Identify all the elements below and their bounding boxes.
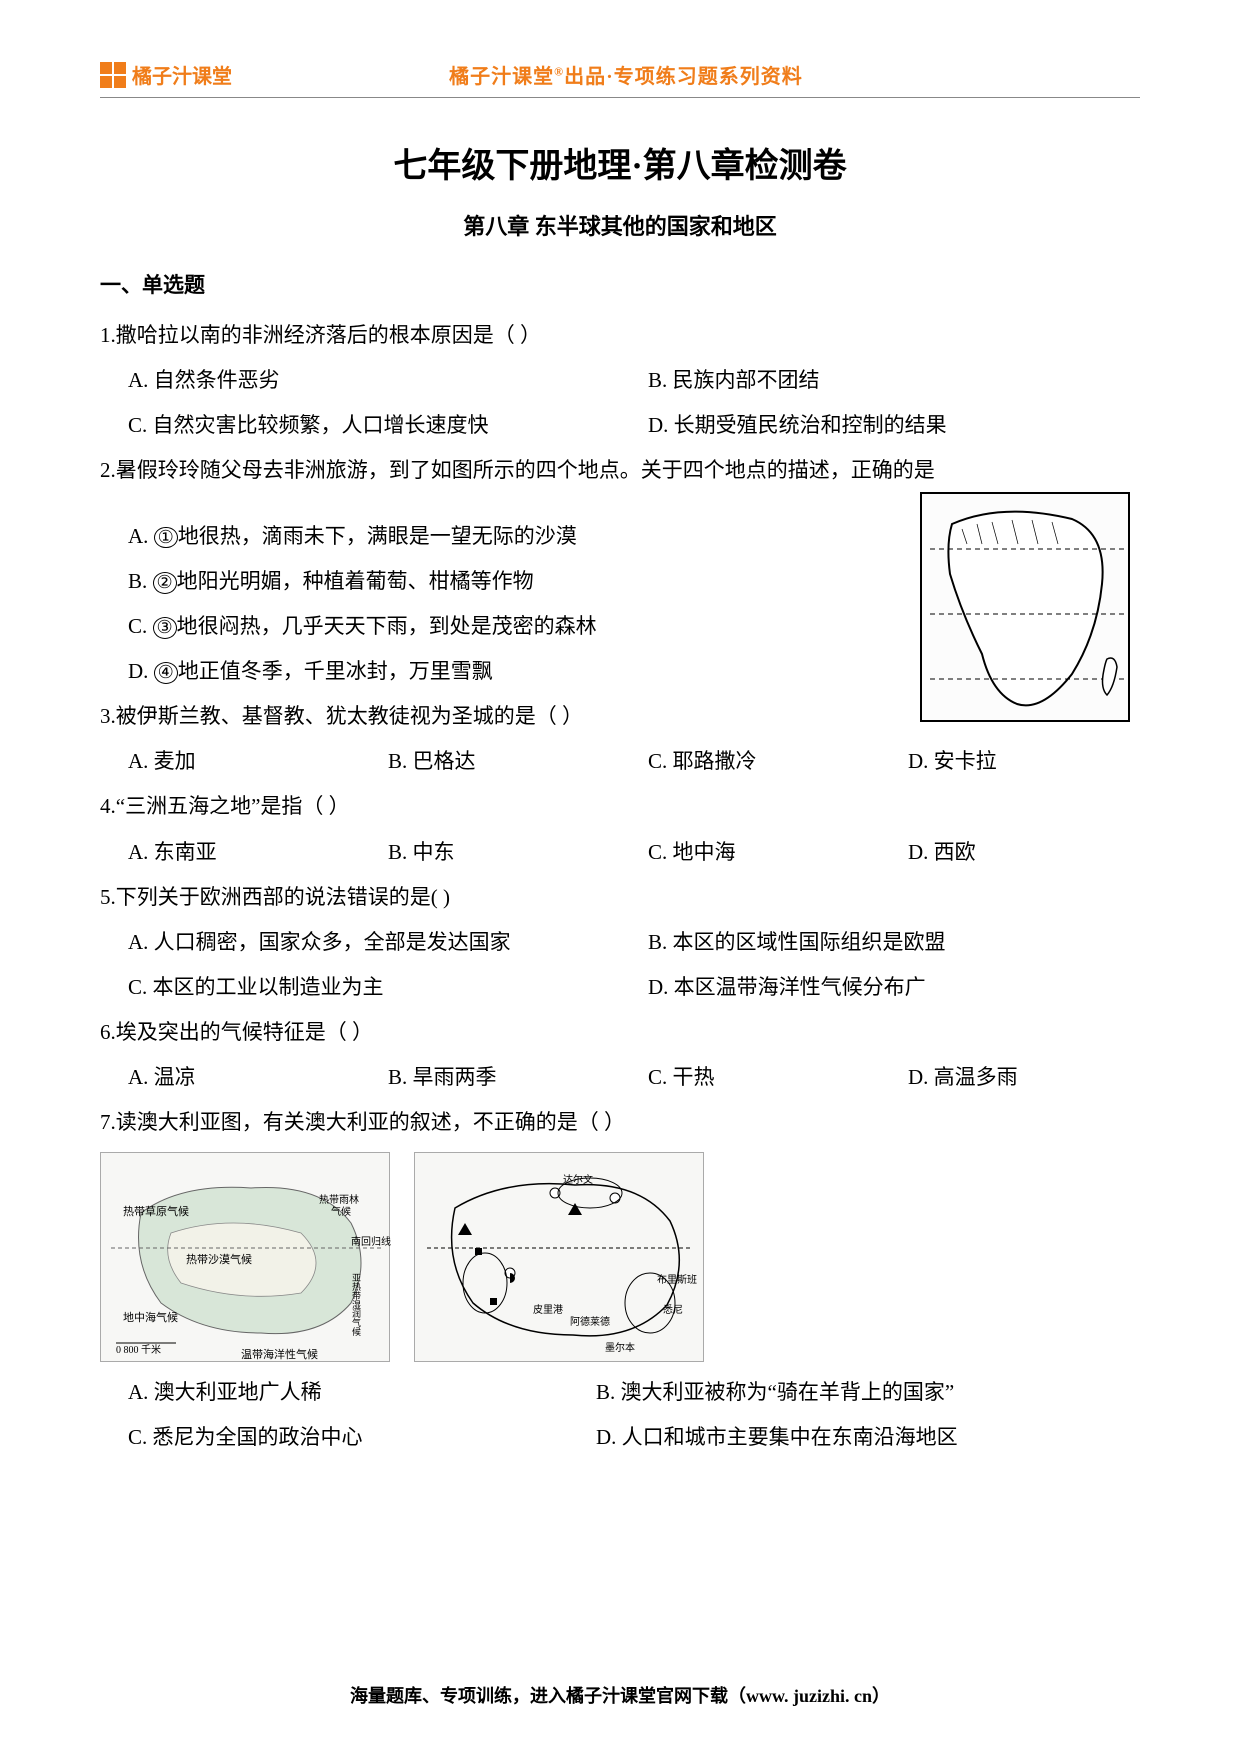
q2-a-num: ① (154, 527, 178, 549)
africa-map-figure (920, 492, 1130, 722)
q3-option-c: C. 耶路撒冷 (620, 739, 880, 784)
q6-option-b: B. 旱雨两季 (360, 1055, 620, 1100)
q1-option-c: C. 自然灾害比较频繁，人口增长速度快 (100, 403, 620, 448)
q5-option-b: B. 本区的区域性国际组织是欧盟 (620, 920, 1140, 965)
svg-text:墨尔本: 墨尔本 (605, 1341, 635, 1354)
q6-option-a: A. 温凉 (100, 1055, 360, 1100)
brand-logo: 橘子汁课堂 (100, 60, 232, 89)
q1-stem: 1.撒哈拉以南的非洲经济落后的根本原因是（ ） (100, 313, 1140, 358)
q2-c-pre: C. (128, 614, 153, 638)
q7-option-c: C. 悉尼为全国的政治中心 (100, 1415, 568, 1460)
q2-d-pre: D. (128, 659, 154, 683)
section-heading: 一、单选题 (100, 269, 1140, 299)
q2-d-num: ④ (154, 662, 178, 684)
q2-stem: 2.暑假玲玲随父母去非洲旅游，到了如图所示的四个地点。关于四个地点的描述，正确的… (100, 448, 1140, 493)
q4-stem: 4.“三洲五海之地”是指（ ） (100, 784, 1140, 829)
q7-stem: 7.读澳大利亚图，有关澳大利亚的叙述，不正确的是（ ） (100, 1100, 1140, 1145)
q3-option-d: D. 安卡拉 (880, 739, 1140, 784)
q2-b-num: ② (153, 572, 177, 594)
q2-b-pre: B. (128, 569, 153, 593)
q5-stem: 5.下列关于欧洲西部的说法错误的是( ) (100, 875, 1140, 920)
q3-option-b: B. 巴格达 (360, 739, 620, 784)
q4-option-d: D. 西欧 (880, 830, 1140, 875)
svg-text:皮里港: 皮里港 (533, 1303, 563, 1316)
logo-text: 橘子汁课堂 (132, 60, 232, 89)
header-tagline: 橘子汁课堂®出品·专项练习题系列资料 (232, 60, 1140, 89)
page-footer: 海量题库、专项训练，进入橘子汁课堂官网下载（www. juzizhi. cn） (0, 1682, 1240, 1708)
q6-option-d: D. 高温多雨 (880, 1055, 1140, 1100)
logo-icon (100, 62, 126, 88)
svg-text:布里斯班: 布里斯班 (657, 1273, 697, 1286)
main-title: 七年级下册地理·第八章检测卷 (100, 138, 1140, 187)
q1-option-b: B. 民族内部不团结 (620, 358, 1140, 403)
svg-text:热带沙漠气候: 热带沙漠气候 (186, 1252, 252, 1266)
svg-text:气候: 气候 (331, 1205, 351, 1218)
svg-text:热带雨林: 热带雨林 (319, 1193, 359, 1206)
australia-climate-map: 热带草原气候 热带沙漠气候 地中海气候 温带海洋性气候 热带雨林 气候 亚热带湿… (100, 1152, 390, 1362)
q5-option-d: D. 本区温带海洋性气候分布广 (620, 965, 1140, 1010)
svg-text:0 800 千米: 0 800 千米 (116, 1343, 161, 1356)
q6-stem: 6.埃及突出的气候特征是（ ） (100, 1010, 1140, 1055)
q2-b-post: 地阳光明媚，种植着葡萄、柑橘等作物 (177, 569, 534, 593)
q1-option-d: D. 长期受殖民统治和控制的结果 (620, 403, 1140, 448)
map-label: 热带草原气候 (123, 1204, 189, 1218)
q7-option-a: A. 澳大利亚地广人稀 (100, 1370, 568, 1415)
svg-text:亚热带湿润气候: 亚热带湿润气候 (351, 1272, 361, 1336)
q5-option-c: C. 本区的工业以制造业为主 (100, 965, 620, 1010)
svg-text:地中海气候: 地中海气候 (123, 1310, 178, 1324)
q4-option-a: A. 东南亚 (100, 830, 360, 875)
svg-text:阿德莱德: 阿德莱德 (570, 1315, 610, 1328)
tagline-suffix: 出品·专项练习题系列资料 (564, 66, 803, 88)
tagline-prefix: 橘子汁课堂 (449, 66, 554, 88)
q7-option-d: D. 人口和城市主要集中在东南沿海地区 (568, 1415, 1140, 1460)
q2-c-num: ③ (153, 617, 177, 639)
svg-text:温带海洋性气候: 温带海洋性气候 (241, 1347, 318, 1361)
q2-d-post: 地正值冬季，千里冰封，万里雪飘 (178, 659, 493, 683)
q5-option-a: A. 人口稠密，国家众多，全部是发达国家 (100, 920, 620, 965)
australia-cities-map: 达尔文 皮里港 阿德莱德 墨尔本 布里斯班 悉尼 (414, 1152, 704, 1362)
q4-option-c: C. 地中海 (620, 830, 880, 875)
q6-option-c: C. 干热 (620, 1055, 880, 1100)
page-header: 橘子汁课堂 橘子汁课堂®出品·专项练习题系列资料 (100, 60, 1140, 98)
svg-text:南回归线: 南回归线 (351, 1235, 391, 1248)
q7-option-b: B. 澳大利亚被称为“骑在羊背上的国家” (568, 1370, 1140, 1415)
sub-title: 第八章 东半球其他的国家和地区 (100, 209, 1140, 241)
q4-option-b: B. 中东 (360, 830, 620, 875)
q2-c-post: 地很闷热，几乎天天下雨，到处是茂密的森林 (177, 614, 597, 638)
q3-option-a: A. 麦加 (100, 739, 360, 784)
q2-a-pre: A. (128, 524, 154, 548)
australia-maps: 热带草原气候 热带沙漠气候 地中海气候 温带海洋性气候 热带雨林 气候 亚热带湿… (100, 1152, 1140, 1362)
q2-a-post: 地很热，滴雨未下，满眼是一望无际的沙漠 (178, 524, 577, 548)
q1-option-a: A. 自然条件恶劣 (100, 358, 620, 403)
